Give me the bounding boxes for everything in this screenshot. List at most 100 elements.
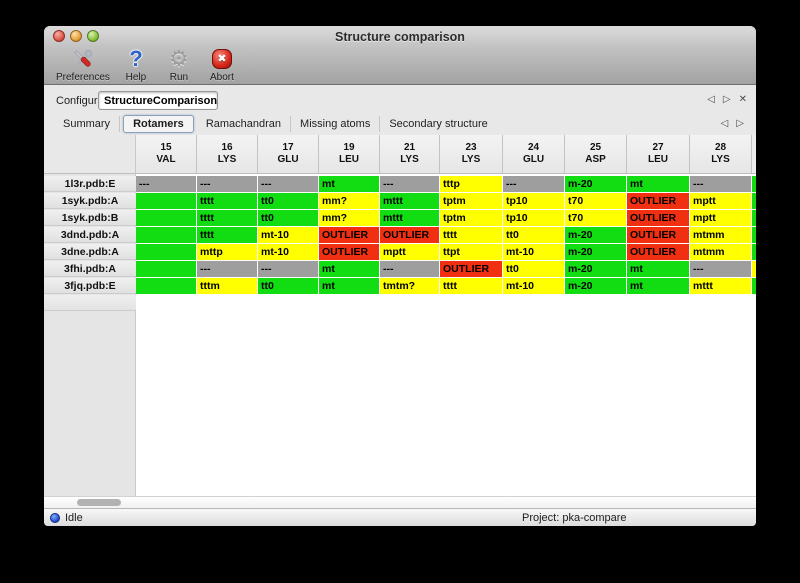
rotamer-cell[interactable]: --- (503, 176, 564, 192)
tabs-prev-arrow-icon[interactable]: ◁ (720, 118, 729, 129)
rotamer-cell[interactable] (136, 278, 196, 294)
rotamer-cell[interactable]: OUTLIER (627, 210, 689, 226)
help-button[interactable]: ? Help (119, 45, 153, 84)
tab-secondary-structure[interactable]: Secondary structure (389, 118, 488, 130)
column-header-24[interactable]: 24 GLU (503, 135, 565, 173)
rotamer-cell[interactable]: tptm (440, 210, 502, 226)
rotamer-cell[interactable]: tt0 (258, 193, 318, 209)
rotamer-cell[interactable]: tmtm? (380, 278, 439, 294)
rotamer-cell[interactable]: tttp (440, 176, 502, 192)
next-arrow-icon[interactable]: ▷ (722, 94, 731, 105)
rotamer-cell[interactable]: t70 (565, 193, 626, 209)
rotamer-cell[interactable]: --- (380, 261, 439, 277)
rotamer-cell[interactable]: mt (627, 261, 689, 277)
column-header-19[interactable]: 19 LEU (319, 135, 380, 173)
column-header-15[interactable]: 15 VAL (136, 135, 197, 173)
rotamer-cell[interactable]: tt0 (503, 261, 564, 277)
tab-missing-atoms[interactable]: Missing atoms (291, 116, 381, 132)
rotamer-cell[interactable]: tttt (197, 210, 257, 226)
rotamer-cell[interactable]: t70 (565, 210, 626, 226)
column-header-27[interactable]: 27 LEU (627, 135, 690, 173)
rotamer-cell[interactable]: tp10 (503, 210, 564, 226)
run-button[interactable]: ⚙ Run (162, 45, 196, 84)
rotamer-cell[interactable]: tttm (197, 278, 257, 294)
configure-name-input[interactable] (98, 91, 218, 110)
row-label[interactable]: 3fhi.pdb:A (44, 261, 136, 277)
close-tab-icon[interactable]: ✕ (738, 94, 747, 105)
rotamer-cell[interactable]: mttt (380, 193, 439, 209)
rotamer-cell[interactable]: --- (258, 176, 318, 192)
minimize-button[interactable] (70, 30, 82, 42)
tab-ramachandran[interactable]: Ramachandran (197, 116, 292, 132)
rotamer-cell[interactable]: --- (136, 176, 196, 192)
rotamer-cell[interactable]: --- (197, 176, 257, 192)
rotamer-cell[interactable]: mttt (690, 278, 751, 294)
rotamer-cell[interactable] (136, 210, 196, 226)
rotamer-cell[interactable] (136, 193, 196, 209)
rotamer-cell[interactable]: mt (627, 176, 689, 192)
row-label[interactable]: 1l3r.pdb:E (44, 176, 136, 192)
rotamer-cell[interactable] (136, 244, 196, 260)
rotamer-cell[interactable] (136, 261, 196, 277)
rotamer-cell[interactable]: OUTLIER (627, 227, 689, 243)
rotamer-cell[interactable]: tt0 (258, 278, 318, 294)
rotamer-cell[interactable]: OUTLIER (380, 227, 439, 243)
rotamer-cell[interactable]: mttp (197, 244, 257, 260)
column-header-21[interactable]: 21 LYS (380, 135, 440, 173)
rotamer-cell[interactable]: m-20 (565, 278, 626, 294)
tabs-next-arrow-icon[interactable]: ▷ (736, 118, 744, 129)
rotamer-cell[interactable]: mm? (319, 210, 379, 226)
rotamer-cell[interactable]: mt (319, 278, 379, 294)
row-label[interactable]: 1syk.pdb:B (44, 210, 136, 226)
rotamer-cell[interactable]: m-20 (565, 176, 626, 192)
column-header-25[interactable]: 25 ASP (565, 135, 627, 173)
rotamer-cell[interactable]: m-20 (565, 227, 626, 243)
rotamer-cell[interactable]: tp10 (503, 193, 564, 209)
rotamer-cell[interactable]: tttt (440, 227, 502, 243)
rotamer-cell[interactable]: mt-10 (258, 244, 318, 260)
horizontal-scrollbar-thumb[interactable] (77, 499, 121, 506)
column-header-23[interactable]: 23 LYS (440, 135, 503, 173)
rotamer-cell[interactable]: --- (380, 176, 439, 192)
rotamer-cell[interactable]: mm? (319, 193, 379, 209)
rotamer-cell[interactable]: mptt (690, 210, 751, 226)
rotamer-cell[interactable]: mt (627, 278, 689, 294)
rotamer-cell[interactable]: OUTLIER (627, 244, 689, 260)
rotamer-cell[interactable]: ttpt (440, 244, 502, 260)
rotamer-cell[interactable]: mttt (380, 210, 439, 226)
row-label[interactable]: 3fjq.pdb:E (44, 278, 136, 294)
row-label[interactable]: 3dne.pdb:A (44, 244, 136, 260)
rotamer-cell[interactable]: tttt (197, 193, 257, 209)
column-header-28[interactable]: 28 LYS (690, 135, 752, 173)
rotamer-cell[interactable]: OUTLIER (627, 193, 689, 209)
row-label[interactable]: 1syk.pdb:A (44, 193, 136, 209)
rotamer-cell[interactable]: tt0 (258, 210, 318, 226)
rotamer-cell[interactable]: mt-10 (258, 227, 318, 243)
tab-summary[interactable]: Summary (54, 116, 121, 132)
rotamer-cell[interactable] (136, 227, 196, 243)
rotamer-cell[interactable]: m-20 (565, 244, 626, 260)
rotamer-cell[interactable]: m-20 (565, 261, 626, 277)
horizontal-scrollbar[interactable] (44, 496, 756, 508)
tab-rotamers[interactable]: Rotamers (123, 115, 194, 133)
rotamer-cell[interactable]: tttt (197, 227, 257, 243)
rotamer-cell[interactable]: OUTLIER (319, 227, 379, 243)
rotamer-cell[interactable]: tt0 (503, 227, 564, 243)
rotamer-cell[interactable]: mtmm (690, 227, 751, 243)
close-button[interactable] (53, 30, 65, 42)
preferences-button[interactable]: Preferences (56, 45, 110, 83)
rotamer-cell[interactable]: mt (319, 261, 379, 277)
column-header-17[interactable]: 17 GLU (258, 135, 319, 173)
rotamer-cell[interactable]: tttt (440, 278, 502, 294)
prev-arrow-icon[interactable]: ◁ (707, 94, 715, 105)
abort-button[interactable]: ✖ Abort (205, 45, 239, 83)
rotamer-cell[interactable]: mt-10 (503, 278, 564, 294)
zoom-button[interactable] (87, 30, 99, 42)
row-label[interactable]: 3dnd.pdb:A (44, 227, 136, 243)
rotamer-cell[interactable]: --- (690, 261, 751, 277)
rotamer-cell[interactable]: mptt (380, 244, 439, 260)
rotamer-cell[interactable]: mptt (690, 193, 751, 209)
rotamer-cell[interactable]: mt-10 (503, 244, 564, 260)
rotamer-cell[interactable]: --- (690, 176, 751, 192)
column-header-16[interactable]: 16 LYS (197, 135, 258, 173)
